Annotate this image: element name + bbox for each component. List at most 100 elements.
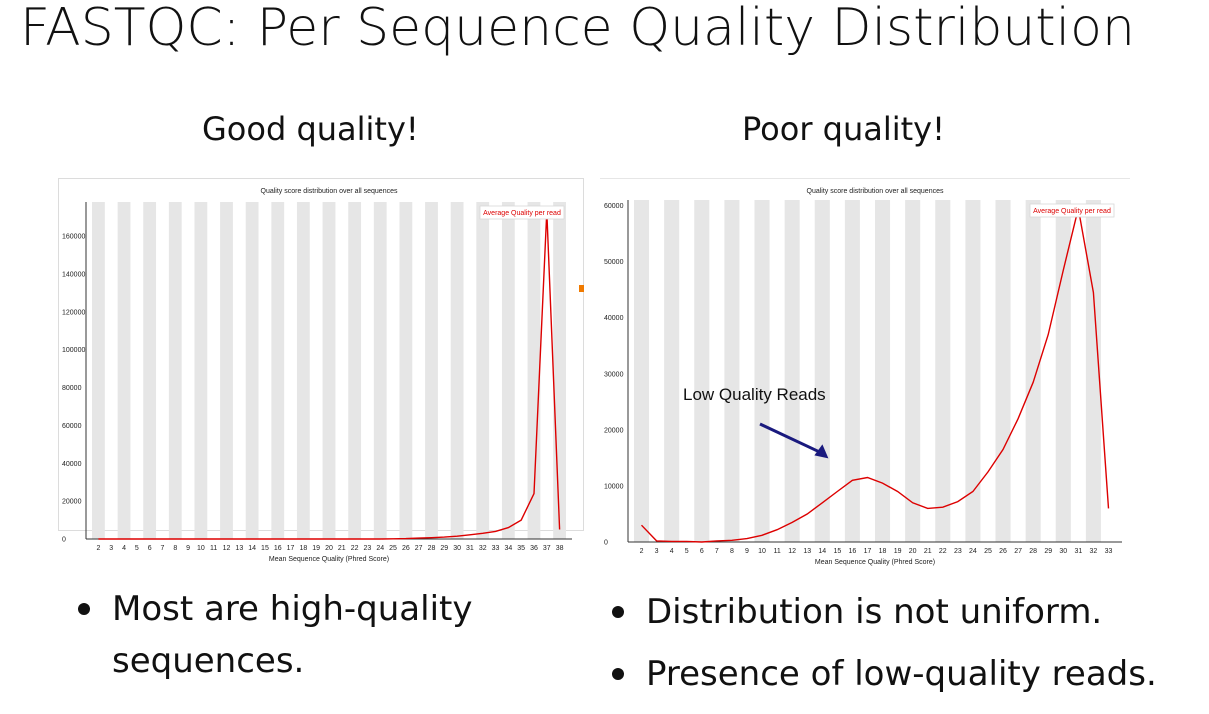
x-tick-label: 8 — [173, 545, 177, 552]
x-tick-label: 27 — [1014, 548, 1022, 555]
chart-frame — [58, 178, 584, 531]
quality-band — [143, 202, 157, 539]
x-tick-label: 19 — [312, 545, 320, 552]
x-tick-label: 19 — [894, 548, 902, 555]
x-tick-label: 23 — [364, 545, 372, 552]
annotation-arrow-head — [814, 444, 829, 459]
y-tick-label: 30000 — [604, 371, 624, 378]
annotation-text: Low Quality Reads — [683, 385, 826, 404]
x-tick-label: 3 — [655, 548, 659, 555]
quality-band — [399, 202, 413, 539]
x-tick-label: 32 — [479, 545, 487, 552]
quality-band — [754, 200, 770, 542]
x-tick-label: 25 — [389, 545, 397, 552]
quality-band — [501, 202, 515, 539]
quality-band — [634, 200, 650, 542]
x-tick-label: 15 — [833, 548, 841, 555]
x-tick-label: 10 — [758, 548, 766, 555]
x-tick-label: 14 — [248, 545, 256, 552]
y-tick-label: 60000 — [604, 203, 624, 210]
x-tick-label: 16 — [849, 548, 857, 555]
x-tick-label: 29 — [1044, 548, 1052, 555]
x-tick-label: 12 — [223, 545, 231, 552]
poor-quality-heading: Poor quality! — [742, 110, 945, 148]
x-axis-label: Mean Sequence Quality (Phred Score) — [269, 556, 389, 563]
series-line — [98, 211, 561, 540]
x-tick-label: 25 — [984, 548, 992, 555]
y-tick-label: 20000 — [604, 427, 624, 434]
quality-band — [935, 200, 951, 542]
quality-band — [814, 200, 830, 542]
x-tick-label: 28 — [428, 545, 436, 552]
x-tick-label: 26 — [402, 545, 410, 552]
quality-band — [694, 200, 710, 542]
quality-band — [664, 200, 680, 542]
x-tick-label: 8 — [730, 548, 734, 555]
bullet-text: Distribution is not uniform. — [646, 592, 1103, 632]
quality-band — [553, 202, 566, 539]
x-tick-label: 14 — [818, 548, 826, 555]
y-tick-label: 10000 — [604, 483, 624, 490]
bullet-text: Most are high-quality sequences. — [112, 589, 473, 681]
x-tick-label: 2 — [96, 545, 100, 552]
y-tick-label: 20000 — [62, 499, 82, 506]
x-tick-label: 37 — [543, 545, 551, 552]
y-tick-label: 140000 — [62, 271, 85, 278]
x-tick-label: 12 — [788, 548, 796, 555]
legend-box — [1029, 203, 1115, 218]
poor-quality-chart: Quality score distribution over all sequ… — [600, 178, 1130, 566]
x-tick-label: 23 — [954, 548, 962, 555]
x-tick-label: 6 — [700, 548, 704, 555]
x-tick-label: 7 — [715, 548, 719, 555]
quality-band — [784, 200, 800, 542]
x-tick-label: 20 — [909, 548, 917, 555]
x-tick-label: 24 — [969, 548, 977, 555]
quality-band — [373, 202, 387, 539]
y-tick-label: 0 — [62, 537, 66, 544]
x-tick-label: 2 — [640, 548, 644, 555]
x-tick-label: 13 — [803, 548, 811, 555]
x-tick-label: 5 — [685, 548, 689, 555]
y-tick-label: 60000 — [62, 423, 82, 430]
x-tick-label: 16 — [274, 545, 282, 552]
y-tick-label: 40000 — [62, 461, 82, 468]
quality-band — [245, 202, 259, 539]
bullet-item: Presence of low-quality reads. — [604, 648, 1204, 700]
quality-band — [194, 202, 208, 539]
x-tick-label: 24 — [376, 545, 384, 552]
chart-title: Quality score distribution over all sequ… — [807, 188, 944, 195]
bullet-dot — [78, 603, 90, 615]
x-tick-label: 33 — [492, 545, 500, 552]
x-tick-label: 32 — [1090, 548, 1098, 555]
quality-band — [905, 200, 921, 542]
x-tick-label: 3 — [109, 545, 113, 552]
annotation-arrow-shaft — [759, 422, 824, 455]
x-tick-label: 30 — [1059, 548, 1067, 555]
quality-band — [875, 200, 891, 542]
slide-title: FASTQC: Per Sequence Quality Distributio… — [20, 0, 1135, 58]
poor-quality-bullets: Distribution is not uniform. Presence of… — [604, 586, 1204, 710]
y-tick-label: 100000 — [62, 347, 85, 354]
y-tick-label: 160000 — [62, 234, 85, 241]
x-tick-label: 31 — [466, 545, 474, 552]
y-tick-label: 50000 — [604, 259, 624, 266]
x-tick-label: 29 — [440, 545, 448, 552]
x-tick-label: 27 — [415, 545, 423, 552]
x-tick-label: 35 — [517, 545, 525, 552]
x-tick-label: 20 — [325, 545, 333, 552]
y-tick-label: 0 — [604, 540, 608, 547]
quality-band — [117, 202, 131, 539]
quality-band — [450, 202, 464, 539]
x-tick-label: 26 — [999, 548, 1007, 555]
quality-band — [271, 202, 285, 539]
orange-marker — [579, 285, 584, 292]
x-tick-label: 22 — [351, 545, 359, 552]
quality-band — [220, 202, 233, 539]
x-tick-label: 34 — [504, 545, 512, 552]
quality-band — [1025, 200, 1041, 542]
quality-band — [348, 202, 362, 539]
bullet-dot — [612, 668, 624, 680]
x-tick-label: 33 — [1105, 548, 1113, 555]
x-tick-label: 31 — [1074, 548, 1082, 555]
quality-band — [476, 202, 490, 539]
